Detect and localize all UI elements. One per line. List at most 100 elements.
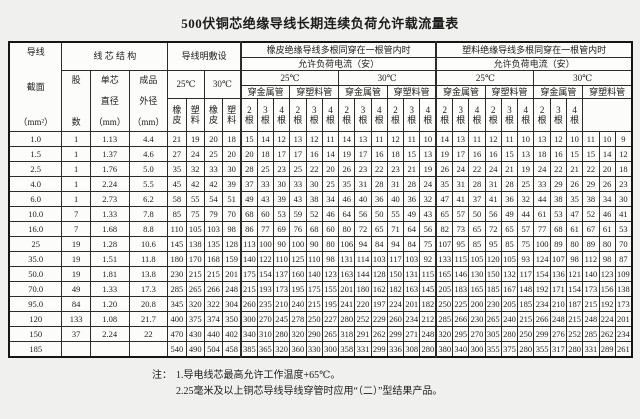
table-cell: 14 bbox=[338, 131, 356, 147]
table-cell: 95.0 bbox=[8, 296, 63, 312]
table-cell: 16 bbox=[484, 146, 502, 162]
table-cell: 10 bbox=[517, 131, 535, 147]
table-cell: 295 bbox=[452, 326, 470, 342]
table-cell: 55 bbox=[386, 206, 405, 222]
table-cell: 17 bbox=[452, 146, 470, 162]
table-cell: 53 bbox=[273, 206, 291, 222]
table-cell: 266 bbox=[533, 311, 551, 327]
table-cell: 36 bbox=[370, 191, 388, 207]
table-cell: 504 bbox=[203, 341, 224, 358]
table-cell: 234 bbox=[403, 311, 421, 327]
table-cell: 75 bbox=[517, 236, 535, 252]
table-cell: 250 bbox=[517, 326, 535, 342]
table-cell: 270 bbox=[468, 326, 486, 342]
table-cell: 2.24 bbox=[89, 176, 130, 192]
table-cell: 320 bbox=[289, 326, 307, 342]
table-cell: 24 bbox=[185, 146, 205, 162]
table-cell: 299 bbox=[370, 341, 388, 358]
table-cell: 13.8 bbox=[128, 266, 169, 282]
table-cell bbox=[89, 341, 130, 358]
table-cell: 15 bbox=[582, 146, 600, 162]
table-cell: 24 bbox=[484, 161, 502, 177]
table-cell: 11 bbox=[582, 131, 600, 147]
table-cell: 46 bbox=[598, 206, 616, 222]
table-cell: 105 bbox=[500, 251, 519, 267]
table-cell: 140 bbox=[582, 266, 600, 282]
table-cell: 68 bbox=[305, 221, 323, 237]
table-cell: 33 bbox=[256, 176, 275, 192]
table-cell: 6.0 bbox=[8, 191, 63, 207]
table-cell: 7.8 bbox=[128, 206, 169, 222]
table-cell: 240 bbox=[289, 296, 307, 312]
table-cell: 12 bbox=[484, 131, 502, 147]
table-cell: 37 bbox=[468, 191, 486, 207]
table-cell: 331 bbox=[582, 341, 600, 358]
table-cell: 70 bbox=[222, 206, 242, 222]
table-cell: 136 bbox=[549, 266, 567, 282]
table-cell: 23 bbox=[273, 161, 291, 177]
table-cell: 230 bbox=[167, 266, 187, 282]
table-cell: 375 bbox=[185, 311, 205, 327]
table-cell: 2.5 bbox=[8, 161, 63, 177]
table-cell: 165 bbox=[435, 266, 454, 282]
table-cell: 1.33 bbox=[89, 206, 130, 222]
table-cell: 31 bbox=[386, 176, 405, 192]
table-cell: 318 bbox=[338, 326, 356, 342]
table-cell: 25 bbox=[321, 176, 340, 192]
table-cell: 163 bbox=[403, 281, 421, 297]
table-cell: 20.8 bbox=[128, 296, 169, 312]
header-plastic: 塑料 bbox=[222, 98, 242, 132]
table-cell: 43 bbox=[419, 206, 437, 222]
table-cell: 12 bbox=[614, 146, 633, 162]
table-cell: 340 bbox=[452, 341, 470, 358]
table-cell: 300 bbox=[468, 341, 486, 358]
note-lines: 1.导电线芯最高允许工作温度+65℃。 2.25毫米及以上铜芯导线导线穿管时应用… bbox=[176, 368, 442, 399]
table-cell: 25 bbox=[8, 236, 63, 252]
table-cell: 125 bbox=[289, 251, 307, 267]
table-cell: 1.33 bbox=[89, 281, 130, 297]
table-cell: 210 bbox=[273, 296, 291, 312]
table-cell: 10.0 bbox=[8, 206, 63, 222]
table-cell: 80 bbox=[338, 221, 356, 237]
header-allowed-load-current: 允许负荷电流（安） bbox=[239, 57, 437, 71]
table-wrapper: 导线 截面 （mm²）线 芯 结 构导线明敷设 橡皮绝缘导线多根同穿在一根管内时 塑料绝… bbox=[8, 41, 633, 358]
table-cell: 252 bbox=[565, 326, 584, 342]
table-cell: 40 bbox=[354, 191, 372, 207]
table-cell: 12 bbox=[549, 131, 567, 147]
table-cell: 31 bbox=[452, 176, 470, 192]
table-cell: 53 bbox=[614, 221, 633, 237]
table-cell: 138 bbox=[185, 236, 205, 252]
table-cell: 128 bbox=[222, 236, 242, 252]
table-cell: 22 bbox=[128, 326, 169, 342]
table-cell: 20 bbox=[321, 161, 340, 177]
table-cell: 276 bbox=[549, 326, 567, 342]
table-cell: 145 bbox=[167, 236, 187, 252]
table-cell: 80 bbox=[321, 236, 340, 252]
table-cell: 400 bbox=[167, 311, 187, 327]
table-cell: 30 bbox=[273, 176, 291, 192]
header-strand-count: 股数 bbox=[61, 70, 91, 132]
table-cell: 24 bbox=[419, 176, 437, 192]
table-cell: 49 bbox=[403, 206, 421, 222]
table-cell: 185 bbox=[484, 281, 502, 297]
table-cell: 46 bbox=[321, 206, 340, 222]
table-cell: 355 bbox=[533, 341, 551, 358]
header-temp-30: 30℃ bbox=[203, 70, 242, 99]
table-cell: 210 bbox=[549, 296, 567, 312]
table-cell: 100 bbox=[289, 236, 307, 252]
table-cell: 1 bbox=[61, 131, 91, 147]
table-cell: 150 bbox=[8, 326, 63, 342]
table-cell: 180 bbox=[167, 251, 187, 267]
table-cell: 37 bbox=[239, 176, 258, 192]
table-cell: 14 bbox=[321, 146, 340, 162]
table-cell: 22 bbox=[468, 161, 486, 177]
table-cell: 140 bbox=[239, 251, 258, 267]
table-cell: 72 bbox=[484, 221, 502, 237]
table-cell: 113 bbox=[239, 236, 258, 252]
table-cell: 265 bbox=[185, 281, 205, 297]
table-cell: 60 bbox=[256, 206, 275, 222]
table-cell: 305 bbox=[484, 326, 502, 342]
